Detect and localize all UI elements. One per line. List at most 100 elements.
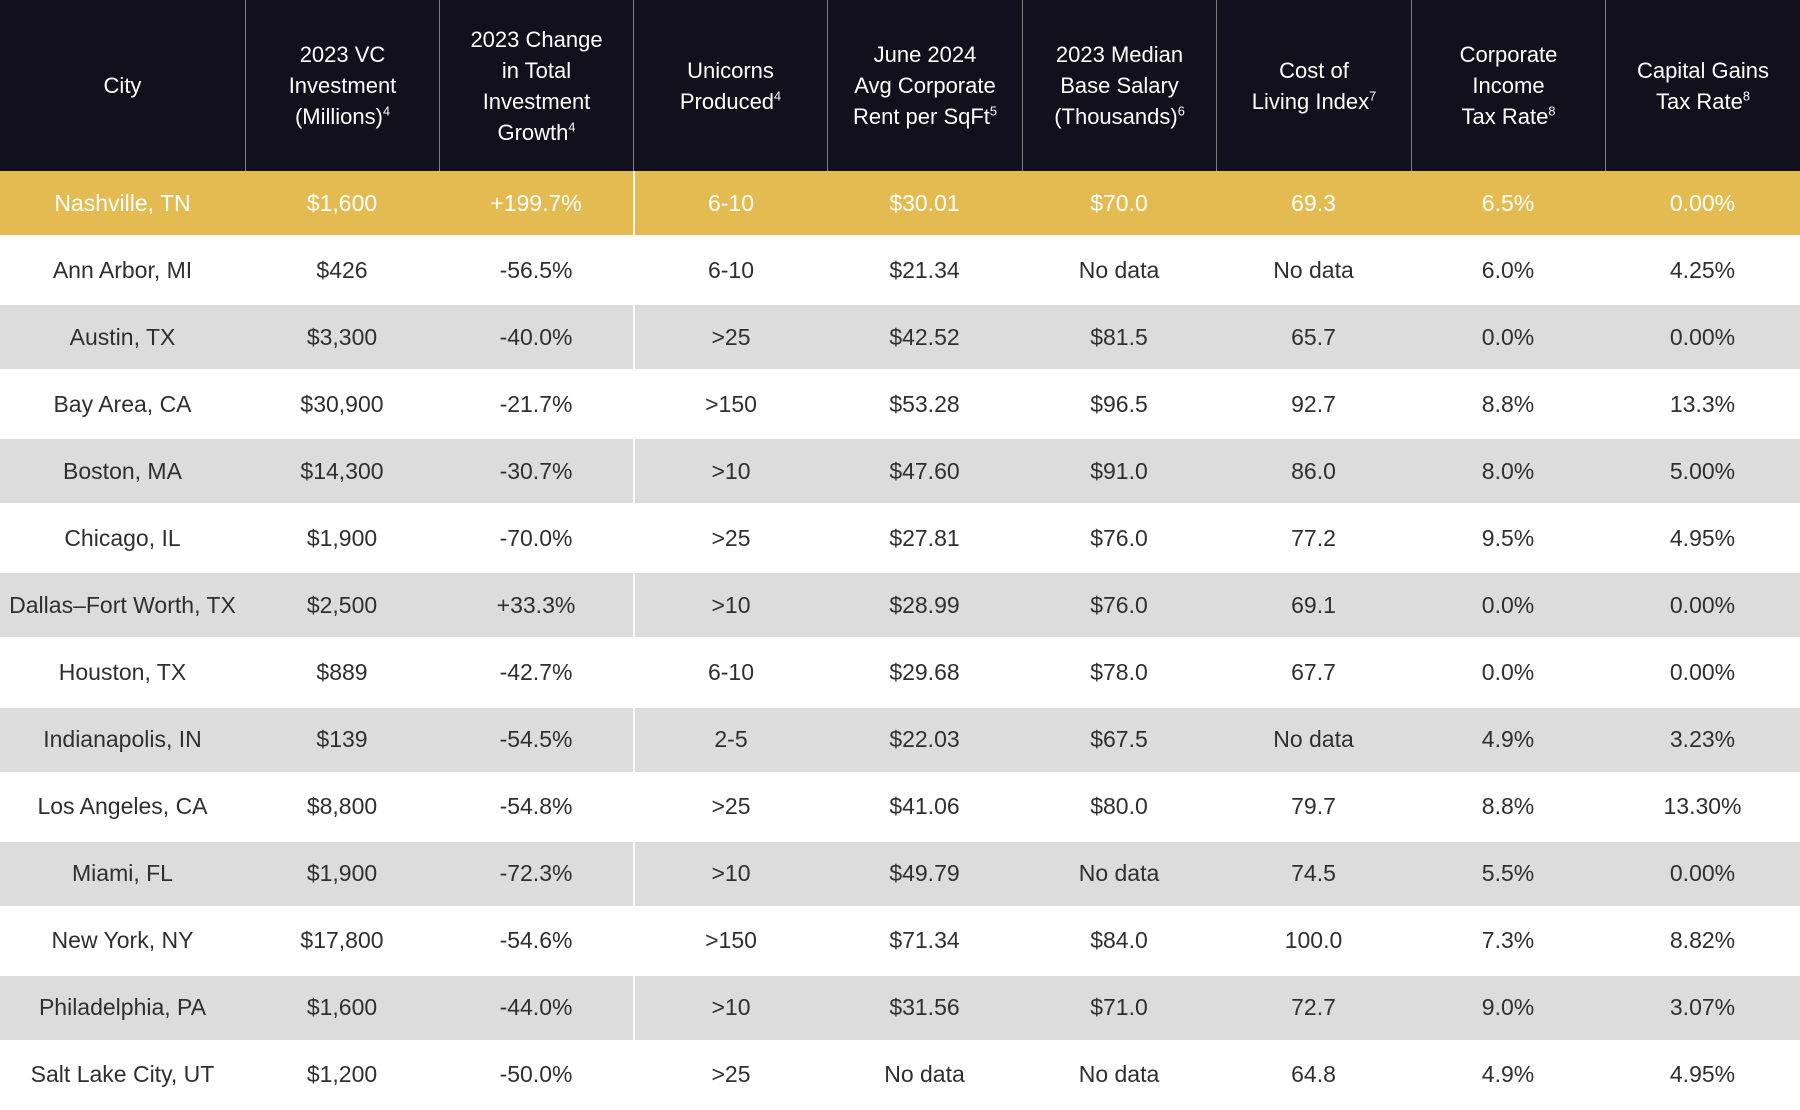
- cell-city: Nashville, TN: [0, 171, 245, 239]
- cell-corporate-tax: 0.0%: [1411, 573, 1605, 641]
- table-row-salt-lake-city-ut: Salt Lake City, UT $1,200 -50.0% >25 No data…: [0, 1042, 1800, 1110]
- header-label-line: City: [103, 73, 142, 98]
- header-label-line: (Millions): [294, 104, 383, 129]
- footnote-marker: 7: [1369, 88, 1377, 104]
- cell-corporate-tax: 4.9%: [1411, 1042, 1605, 1110]
- cell-unicorns: >10: [633, 439, 827, 507]
- header-label-line: Cost of: [1279, 57, 1349, 83]
- cell-corporate-tax: 0.0%: [1411, 640, 1605, 708]
- column-header-median-salary: 2023 Median Base Salary (Thousands)6: [1022, 0, 1216, 171]
- cell-cost-of-living: 65.7: [1216, 305, 1411, 373]
- cell-investment-growth: -44.0%: [439, 975, 633, 1043]
- cell-city: Salt Lake City, UT: [0, 1042, 245, 1110]
- cell-city: Chicago, IL: [0, 506, 245, 574]
- cell-corporate-rent: $42.52: [827, 305, 1022, 373]
- table-row-new-york-ny: New York, NY $17,800 -54.6% >150 $71.34 $84.0…: [0, 908, 1800, 976]
- cell-median-salary: $96.5: [1022, 372, 1216, 440]
- header-label-line: Base Salary: [1060, 73, 1179, 98]
- cell-cost-of-living: 79.7: [1216, 774, 1411, 842]
- header-label-line: Investment: [288, 73, 397, 98]
- cell-corporate-rent: $49.79: [827, 841, 1022, 909]
- cell-vc-investment: $1,200: [245, 1042, 439, 1110]
- cell-city: Dallas–Fort Worth, TX: [0, 573, 245, 641]
- header-label-line: 2023 Median: [1055, 42, 1184, 67]
- cell-cost-of-living: No data: [1216, 238, 1411, 306]
- cell-unicorns: >10: [633, 573, 827, 641]
- footnote-marker: 5: [989, 103, 998, 119]
- footnote-marker: 4: [568, 119, 576, 135]
- cell-corporate-rent: $29.68: [827, 640, 1022, 708]
- header-label-line: (Thousands): [1054, 104, 1178, 129]
- header-label-line: June 2024: [873, 42, 977, 67]
- table-row-philadelphia-pa: Philadelphia, PA $1,600 -44.0% >10 $31.56 $71…: [0, 975, 1800, 1043]
- cell-cost-of-living: 72.7: [1216, 975, 1411, 1043]
- cell-capital-gains-tax: 5.00%: [1605, 439, 1800, 507]
- cell-vc-investment: $3,300: [245, 305, 439, 373]
- cell-capital-gains-tax: 13.30%: [1605, 774, 1800, 842]
- cell-corporate-rent: $31.56: [827, 975, 1022, 1043]
- cell-city: Ann Arbor, MI: [0, 238, 245, 306]
- footnote-marker: 8: [1742, 88, 1750, 104]
- cell-median-salary: No data: [1022, 841, 1216, 909]
- cell-capital-gains-tax: 4.95%: [1605, 1042, 1800, 1110]
- table-header: City 2023 VC Investment (Millions)4 2023 Cha…: [0, 0, 1800, 171]
- cell-median-salary: $76.0: [1022, 506, 1216, 574]
- cell-capital-gains-tax: 0.00%: [1605, 573, 1800, 641]
- cell-city: Miami, FL: [0, 841, 245, 909]
- cell-city: Philadelphia, PA: [0, 975, 245, 1043]
- cell-vc-investment: $30,900: [245, 372, 439, 440]
- cell-cost-of-living: 69.1: [1216, 573, 1411, 641]
- cell-vc-investment: $1,600: [245, 171, 439, 239]
- cell-unicorns: >150: [633, 372, 827, 440]
- cell-capital-gains-tax: 3.07%: [1605, 975, 1800, 1043]
- header-label-line: Produced: [679, 88, 775, 114]
- cell-investment-growth: -42.7%: [439, 640, 633, 708]
- header-label-line: Avg Corporate: [854, 73, 996, 98]
- cell-vc-investment: $139: [245, 707, 439, 775]
- cell-median-salary: $67.5: [1022, 707, 1216, 775]
- cell-corporate-tax: 6.5%: [1411, 171, 1605, 239]
- header-label-line: Corporate: [1459, 42, 1558, 67]
- cell-corporate-rent: $28.99: [827, 573, 1022, 641]
- cell-unicorns: >25: [633, 305, 827, 373]
- table-row-austin-tx: Austin, TX $3,300 -40.0% >25 $42.52 $81.5 65.7…: [0, 305, 1800, 373]
- cell-cost-of-living: 69.3: [1216, 171, 1411, 239]
- cell-corporate-tax: 8.8%: [1411, 372, 1605, 440]
- table-row-ann-arbor-mi: Ann Arbor, MI $426 -56.5% 6-10 $21.34 No data…: [0, 238, 1800, 306]
- table-row-bay-area-ca: Bay Area, CA $30,900 -21.7% >150 $53.28 $96.5…: [0, 372, 1800, 440]
- cell-cost-of-living: 77.2: [1216, 506, 1411, 574]
- cell-unicorns: >10: [633, 975, 827, 1043]
- cell-investment-growth: -21.7%: [439, 372, 633, 440]
- header-label-line: Growth: [497, 119, 569, 145]
- cell-capital-gains-tax: 0.00%: [1605, 171, 1800, 239]
- table-row-boston-ma: Boston, MA $14,300 -30.7% >10 $47.60 $91.0 86.…: [0, 439, 1800, 507]
- cell-investment-growth: -54.5%: [439, 707, 633, 775]
- cell-capital-gains-tax: 3.23%: [1605, 707, 1800, 775]
- cell-cost-of-living: 100.0: [1216, 908, 1411, 976]
- cell-unicorns: 2-5: [633, 707, 827, 775]
- header-label-line: Unicorns: [687, 57, 774, 83]
- cell-cost-of-living: No data: [1216, 707, 1411, 775]
- column-header-capital-gains-tax: Capital Gains Tax Rate8: [1605, 0, 1800, 171]
- table-row-chicago-il: Chicago, IL $1,900 -70.0% >25 $27.81 $76.0 77.…: [0, 506, 1800, 574]
- table-row-houston-tx: Houston, TX $889 -42.7% 6-10 $29.68 $78.0 67.7…: [0, 640, 1800, 708]
- table-body: Nashville, TN $1,600 +199.7% 6-10 $30.01 $70.…: [0, 171, 1800, 1110]
- cell-vc-investment: $1,900: [245, 841, 439, 909]
- cell-median-salary: $71.0: [1022, 975, 1216, 1043]
- footnote-marker: 4: [382, 103, 391, 119]
- cell-vc-investment: $2,500: [245, 573, 439, 641]
- cell-unicorns: >10: [633, 841, 827, 909]
- table-row-los-angeles-ca: Los Angeles, CA $8,800 -54.8% >25 $41.06 $80.…: [0, 774, 1800, 842]
- column-header-cost-of-living: Cost of Living Index7: [1216, 0, 1411, 171]
- cell-median-salary: $70.0: [1022, 171, 1216, 239]
- cell-corporate-rent: $30.01: [827, 171, 1022, 239]
- column-header-investment-growth: 2023 Change in Total Investment Growth4: [439, 0, 633, 171]
- cell-vc-investment: $1,900: [245, 506, 439, 574]
- cell-corporate-tax: 9.0%: [1411, 975, 1605, 1043]
- cell-investment-growth: -72.3%: [439, 841, 633, 909]
- cell-median-salary: $78.0: [1022, 640, 1216, 708]
- cell-unicorns: 6-10: [633, 238, 827, 306]
- cell-city: Bay Area, CA: [0, 372, 245, 440]
- cell-investment-growth: -56.5%: [439, 238, 633, 306]
